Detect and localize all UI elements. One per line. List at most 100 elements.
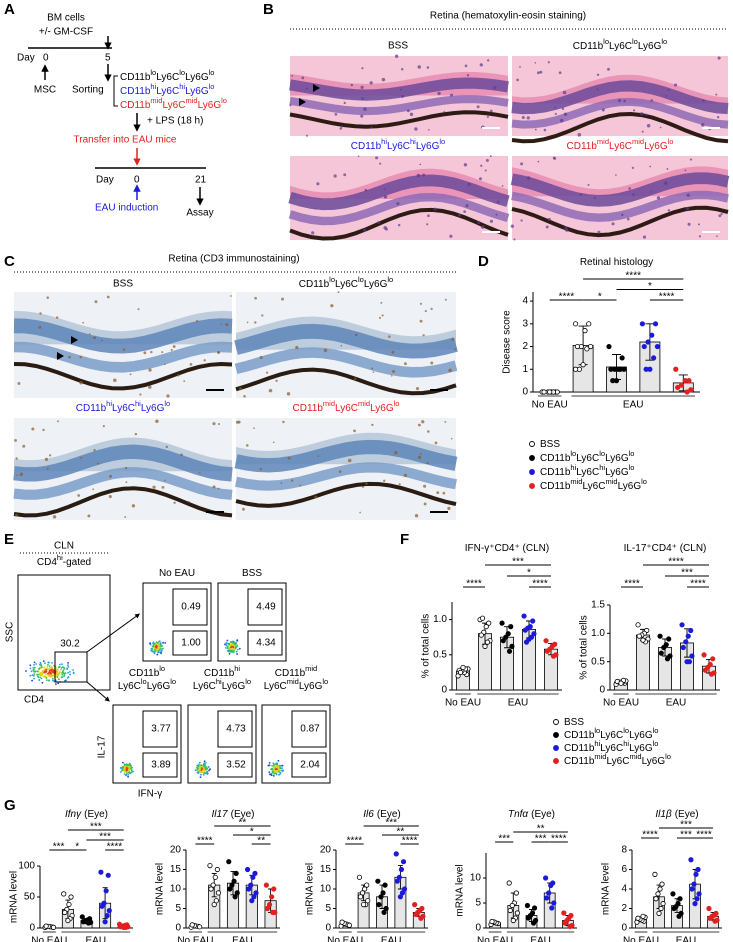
panel-letter: B [263,1,274,18]
cell-speck [416,173,421,178]
data-point [567,923,573,930]
cell-dot [161,645,164,647]
cell-dot [200,764,203,767]
cell-speck [486,115,489,118]
cell-dot [205,772,207,775]
tissue-layer [511,97,729,129]
data-point [572,366,579,372]
y-tick-label: 10 [320,884,332,895]
cell-dot [282,769,284,771]
cell-speck [82,321,85,324]
flow-label: CD11blo [129,664,165,679]
cell-dot [58,672,60,675]
cell-dot [274,770,276,772]
cell-speck [382,479,386,483]
significance-label: **** [402,836,418,847]
label: Transfer into EAU mice [74,135,177,146]
data-point [514,910,520,916]
cell-speck [543,128,547,132]
cell-dot [56,676,59,678]
cell-speck [391,350,395,354]
data-point [457,669,464,676]
y-tick-label: 2 [522,341,528,352]
y-tick-label: 0 [441,685,447,696]
gate [142,710,178,748]
cell-dot [37,675,39,678]
cell-dot [63,673,66,676]
cell-dot [38,668,40,670]
significance-label: **** [107,842,123,853]
significance-label: *** [99,832,111,843]
x-category-label: EAU [666,698,687,709]
cell-dot [155,643,158,645]
data-point [689,886,695,892]
data-point [660,901,666,907]
chart-title: IL-17⁺CD4⁺ (CLN) [624,543,707,554]
data-point [688,387,694,393]
arrowhead [71,336,78,344]
cell-speck [659,126,662,129]
cell-speck [481,225,485,229]
data-point [636,633,642,639]
cell-speck [385,227,388,231]
cell-dot [157,648,160,651]
data-point [710,656,716,662]
cell-speck [700,123,705,127]
cell-speck [536,71,540,75]
cell-speck [467,182,471,186]
cell-speck [427,214,430,218]
cell-speck [628,187,631,190]
cell-speck [686,193,690,197]
significance-label: * [250,827,254,838]
cell-dot [124,774,127,777]
cell-dot [55,683,57,685]
significance-label: **** [347,836,363,847]
cell-speck [243,394,246,398]
cell-dot [162,641,165,644]
x-category-label: No EAU [477,936,513,942]
cell-speck [15,513,18,517]
label: 21 [195,175,207,186]
data-point [269,894,275,900]
chart-title-main: IL-17⁺CD4⁺ (CLN) [624,543,707,554]
cell-speck [539,70,543,74]
cell-dot [58,678,60,680]
cell-speck [272,441,275,444]
cell-speck [673,83,678,87]
data-point [652,871,658,877]
panel-title: Retina (hematoxylin-eosin staining) [430,11,586,22]
cell-dot [130,767,132,770]
data-point [397,894,403,900]
cell-speck [720,212,723,216]
cell-dot [164,642,167,644]
cell-dot [154,649,157,652]
cell-dot [231,643,234,646]
chart-title: Il17 (Eye) [211,809,254,820]
cell-speck [587,183,590,186]
cell-speck [451,338,455,341]
cell-speck [415,387,420,391]
data-point [479,615,486,621]
significance-label: **** [551,834,567,845]
cell-speck [299,484,301,487]
cell-speck [479,63,483,67]
cell-speck [330,304,334,308]
cell-speck [433,207,437,211]
cell-speck [46,467,49,470]
cell-speck [108,495,112,499]
data-point [215,890,222,896]
data-point [522,627,528,633]
label: Day [17,53,35,64]
cell-speck [496,200,500,204]
cell-speck [363,228,367,232]
cell-dot [61,674,64,676]
data-point [606,343,612,350]
cell-speck [716,115,720,119]
cell-dot [128,762,131,765]
cell-dot [198,763,200,766]
image-label: CD11bloLy6CloLy6Glo [299,275,393,290]
cell-dot [33,668,35,671]
cell-speck [562,90,567,95]
cell-speck [702,99,705,102]
cell-speck [305,87,308,90]
